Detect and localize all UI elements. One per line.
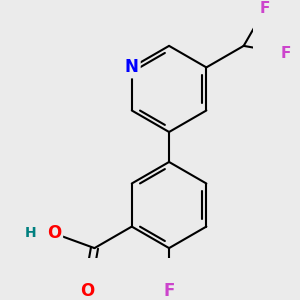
Text: F: F [164,282,175,300]
Text: O: O [47,224,61,242]
Text: F: F [260,1,270,16]
Text: N: N [125,58,139,76]
Text: H: H [25,226,36,240]
Text: O: O [80,281,94,299]
Text: F: F [281,46,291,61]
